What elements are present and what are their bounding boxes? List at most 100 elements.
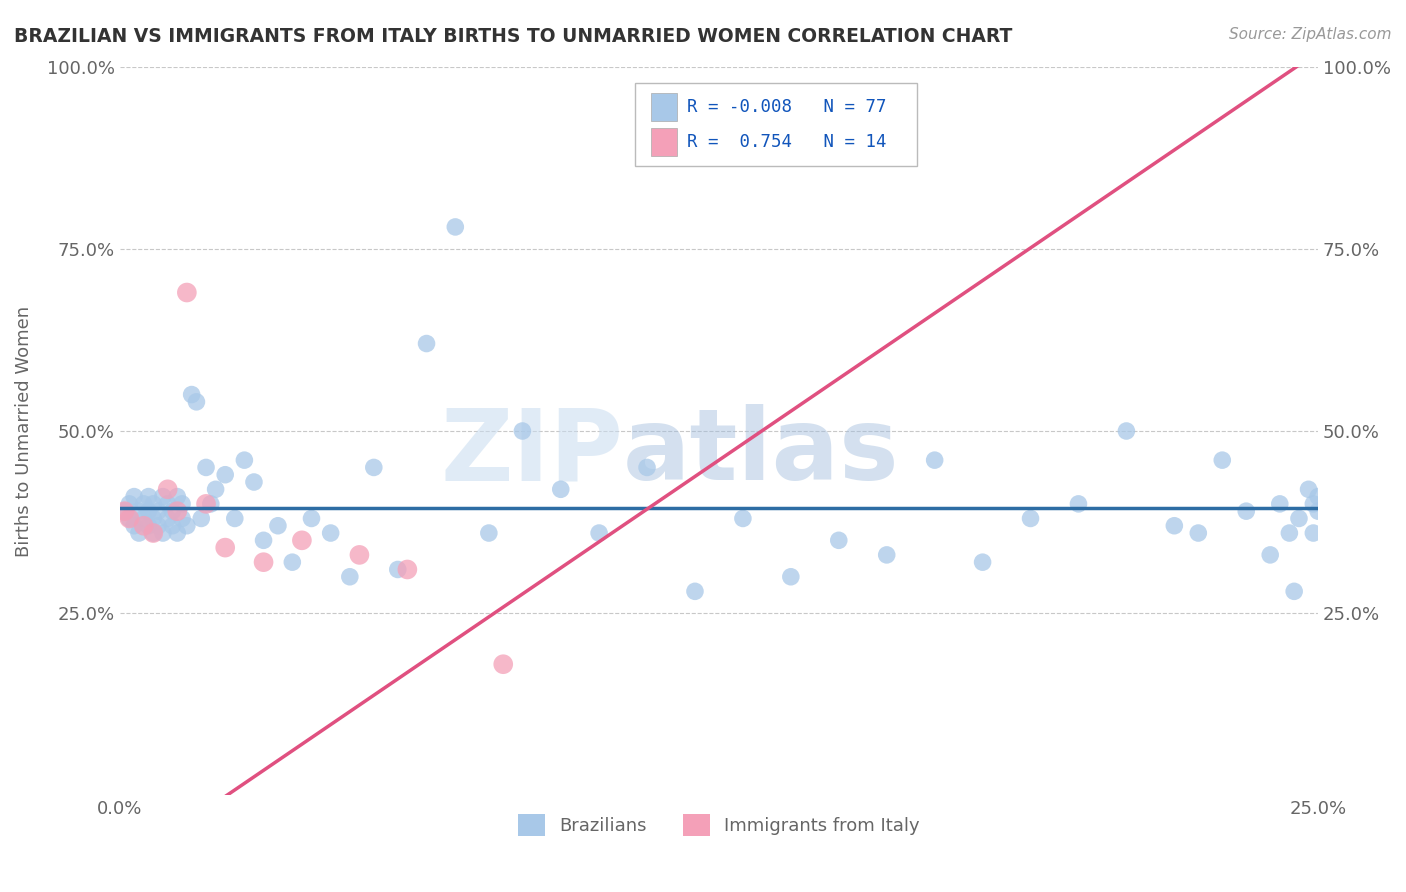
Point xyxy=(1268,497,1291,511)
Point xyxy=(132,511,155,525)
Point xyxy=(828,533,851,548)
Point xyxy=(114,504,136,518)
Point xyxy=(162,504,184,518)
Point xyxy=(180,387,202,401)
Point xyxy=(166,526,188,541)
Point xyxy=(339,570,361,584)
Point xyxy=(138,504,160,518)
Point xyxy=(170,511,193,525)
Text: atlas: atlas xyxy=(623,404,900,501)
Point xyxy=(118,497,141,511)
Point xyxy=(122,490,145,504)
Point xyxy=(128,526,150,541)
Point xyxy=(1298,483,1320,497)
Point xyxy=(195,460,218,475)
Point xyxy=(731,511,754,525)
Point xyxy=(166,504,188,518)
Point xyxy=(176,285,198,300)
Point xyxy=(683,584,706,599)
Point xyxy=(1163,518,1185,533)
Point xyxy=(146,504,169,518)
FancyBboxPatch shape xyxy=(636,83,917,167)
Point xyxy=(118,511,141,525)
Point xyxy=(132,518,155,533)
Point xyxy=(492,657,515,672)
Point xyxy=(1288,511,1310,525)
Point xyxy=(138,490,160,504)
Point xyxy=(588,526,610,541)
Point xyxy=(1019,511,1042,525)
Point xyxy=(166,490,188,504)
Point xyxy=(186,395,208,409)
Bar xyxy=(651,93,678,120)
Point xyxy=(1278,526,1301,541)
Point xyxy=(415,336,437,351)
Point xyxy=(363,460,385,475)
Point xyxy=(1282,584,1305,599)
Y-axis label: Births to Unmarried Women: Births to Unmarried Women xyxy=(15,305,32,557)
Point xyxy=(1308,504,1330,518)
Point xyxy=(396,562,419,576)
Text: R = -0.008   N = 77: R = -0.008 N = 77 xyxy=(686,98,886,116)
Point xyxy=(444,219,467,234)
Point xyxy=(252,533,274,548)
Point xyxy=(1115,424,1137,438)
Point xyxy=(142,526,165,541)
Point xyxy=(200,497,222,511)
Point xyxy=(281,555,304,569)
Point xyxy=(138,518,160,533)
Point xyxy=(176,518,198,533)
Point xyxy=(195,497,218,511)
Legend: Brazilians, Immigrants from Italy: Brazilians, Immigrants from Italy xyxy=(509,805,929,845)
Point xyxy=(349,548,371,562)
Point xyxy=(267,518,290,533)
Point xyxy=(233,453,256,467)
Point xyxy=(1302,497,1324,511)
Point xyxy=(122,518,145,533)
Text: Source: ZipAtlas.com: Source: ZipAtlas.com xyxy=(1229,27,1392,42)
Point xyxy=(387,562,409,576)
Point xyxy=(152,526,174,541)
Point xyxy=(1302,526,1324,541)
Point xyxy=(243,475,266,489)
Point xyxy=(114,504,136,518)
Point xyxy=(876,548,898,562)
Point xyxy=(1258,548,1281,562)
Point xyxy=(301,511,323,525)
Text: BRAZILIAN VS IMMIGRANTS FROM ITALY BIRTHS TO UNMARRIED WOMEN CORRELATION CHART: BRAZILIAN VS IMMIGRANTS FROM ITALY BIRTH… xyxy=(14,27,1012,45)
Point xyxy=(224,511,246,525)
Point xyxy=(972,555,994,569)
Point xyxy=(924,453,946,467)
Point xyxy=(1234,504,1257,518)
Point xyxy=(512,424,534,438)
Point xyxy=(156,511,179,525)
Point xyxy=(190,511,212,525)
Point xyxy=(550,483,572,497)
Point xyxy=(118,511,141,525)
Point xyxy=(156,483,179,497)
Point xyxy=(142,511,165,525)
Point xyxy=(128,504,150,518)
Point xyxy=(132,497,155,511)
Point xyxy=(636,460,658,475)
Point xyxy=(1187,526,1209,541)
Point xyxy=(214,467,236,482)
Point xyxy=(291,533,314,548)
Point xyxy=(156,497,179,511)
Point xyxy=(170,497,193,511)
Point xyxy=(214,541,236,555)
Text: ZIP: ZIP xyxy=(440,404,623,501)
Point xyxy=(319,526,342,541)
Point xyxy=(142,497,165,511)
Text: R =  0.754   N = 14: R = 0.754 N = 14 xyxy=(686,133,886,151)
Point xyxy=(142,526,165,541)
Point xyxy=(779,570,801,584)
Point xyxy=(1067,497,1090,511)
Point xyxy=(146,518,169,533)
Bar xyxy=(651,128,678,155)
Point xyxy=(152,490,174,504)
Point xyxy=(252,555,274,569)
Point xyxy=(162,518,184,533)
Point xyxy=(478,526,501,541)
Point xyxy=(1308,490,1330,504)
